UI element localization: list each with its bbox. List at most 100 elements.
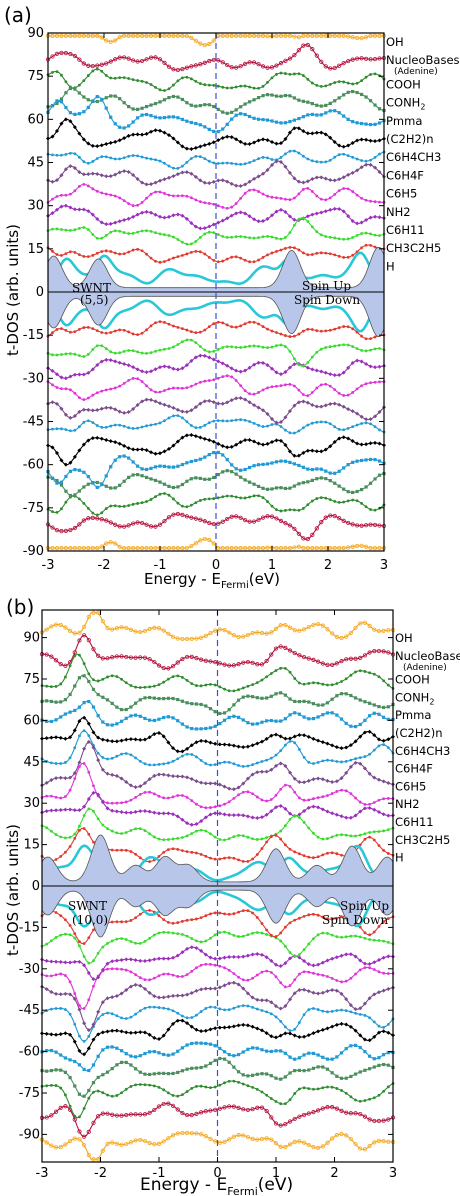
data-point <box>287 56 293 61</box>
series-line <box>47 251 385 286</box>
data-point <box>255 795 259 799</box>
data-point <box>213 724 217 728</box>
data-point <box>269 630 274 635</box>
data-point <box>49 1032 54 1037</box>
data-point <box>353 813 358 818</box>
data-point <box>198 41 203 46</box>
data-point <box>122 55 127 60</box>
data-point <box>355 543 360 549</box>
data-point <box>230 205 234 209</box>
data-point <box>321 837 325 841</box>
data-point <box>358 756 362 760</box>
data-point <box>358 621 363 626</box>
data-point <box>194 636 199 641</box>
data-point <box>199 738 204 743</box>
data-point <box>113 504 117 508</box>
data-point <box>185 101 189 105</box>
data-point <box>58 959 63 964</box>
data-point <box>108 59 113 64</box>
data-point <box>212 475 216 480</box>
data-point <box>283 136 288 141</box>
data-point <box>236 785 241 790</box>
data-point <box>382 829 386 833</box>
data-point <box>301 481 305 485</box>
data-point <box>171 847 175 851</box>
data-point <box>127 378 131 382</box>
data-point <box>117 55 122 60</box>
data-point <box>340 760 343 764</box>
data-point <box>234 162 238 166</box>
data-point <box>344 657 349 662</box>
data-point <box>386 1030 391 1035</box>
data-point <box>180 656 185 662</box>
data-point <box>243 235 247 239</box>
data-point <box>73 832 77 836</box>
data-point <box>180 366 185 371</box>
data-point <box>54 1084 58 1087</box>
data-point <box>382 920 386 923</box>
data-point <box>279 837 283 841</box>
data-point <box>284 334 287 337</box>
data-point <box>193 434 198 439</box>
data-point <box>270 93 274 97</box>
data-point <box>330 1057 334 1061</box>
data-point <box>82 1052 87 1057</box>
data-point <box>381 738 386 743</box>
data-point <box>90 367 95 372</box>
data-point <box>158 451 162 456</box>
data-point <box>86 475 90 479</box>
data-point <box>122 169 127 174</box>
data-point <box>213 956 218 961</box>
series-line <box>47 354 385 379</box>
data-point <box>367 729 372 734</box>
data-point <box>259 998 264 1003</box>
data-point <box>245 744 250 749</box>
data-point <box>229 213 234 218</box>
data-point <box>288 1098 292 1102</box>
data-point <box>312 1087 315 1091</box>
data-point <box>225 445 230 450</box>
data-point <box>372 672 376 676</box>
data-point <box>77 207 82 212</box>
data-point <box>193 355 198 360</box>
data-point <box>144 209 149 214</box>
data-point <box>91 1022 96 1027</box>
data-point <box>213 1139 218 1144</box>
data-point <box>73 836 77 840</box>
data-point <box>211 222 216 227</box>
data-point <box>195 966 198 970</box>
data-point <box>248 495 252 499</box>
data-point <box>213 857 217 861</box>
data-point <box>208 1027 213 1032</box>
data-point <box>138 655 143 660</box>
data-point <box>316 622 321 627</box>
data-point <box>204 1041 208 1046</box>
data-point <box>217 811 222 816</box>
data-point <box>133 629 138 634</box>
data-point <box>185 338 189 342</box>
data-point <box>86 172 91 177</box>
data-point <box>386 917 390 920</box>
data-point <box>133 1138 138 1143</box>
data-point <box>283 1075 287 1079</box>
data-point <box>259 1136 265 1142</box>
data-point <box>181 849 184 853</box>
data-point <box>124 1017 128 1020</box>
data-point <box>238 64 243 69</box>
data-point <box>59 854 63 858</box>
data-point <box>122 156 126 160</box>
data-point <box>73 352 77 356</box>
x-tick-label: 2 <box>324 558 332 573</box>
data-point <box>162 364 167 369</box>
data-point <box>229 514 234 519</box>
data-point <box>55 253 59 256</box>
data-point <box>185 1043 189 1047</box>
data-point <box>337 469 341 473</box>
data-point <box>202 60 207 65</box>
data-point <box>353 1007 358 1012</box>
data-point <box>310 112 314 117</box>
data-point <box>185 946 190 951</box>
data-point <box>101 695 105 699</box>
data-point <box>158 365 162 370</box>
data-point <box>340 980 343 984</box>
